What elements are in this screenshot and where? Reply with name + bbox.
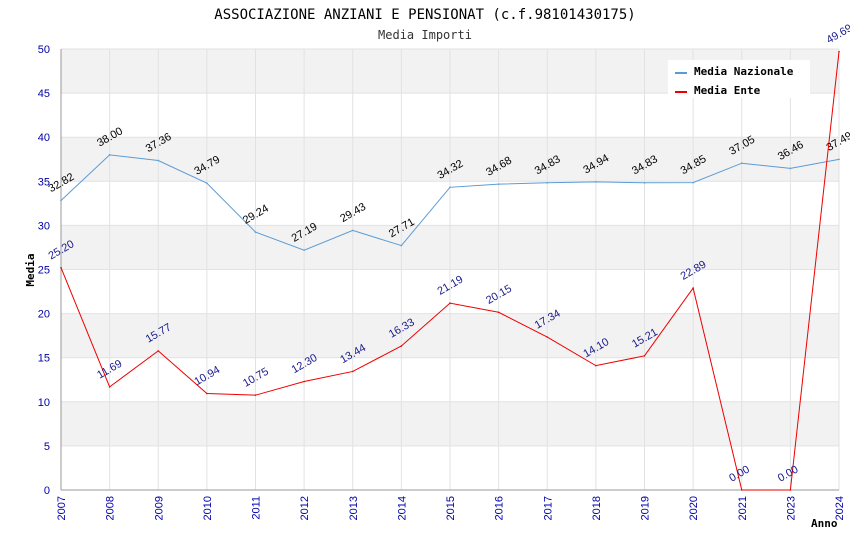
legend: Media Nazionale Media Ente xyxy=(668,60,810,98)
data-point xyxy=(108,386,111,388)
x-tick-label: 2015 xyxy=(445,496,457,520)
x-tick-label: 2018 xyxy=(591,496,603,520)
data-point xyxy=(740,162,743,165)
data-point xyxy=(400,244,403,247)
y-tick-label: 15 xyxy=(38,353,50,365)
data-point xyxy=(60,199,62,202)
data-point xyxy=(206,392,208,395)
x-tick-label: 2020 xyxy=(688,496,700,520)
data-point xyxy=(60,266,62,269)
x-tick-label: 2011 xyxy=(251,496,263,520)
chart-subtitle: Media Importi xyxy=(378,28,472,42)
data-point xyxy=(789,167,792,170)
x-tick-label: 2007 xyxy=(56,496,68,520)
x-tick-label: 2013 xyxy=(348,496,360,520)
data-point xyxy=(497,183,500,185)
data-point xyxy=(595,181,597,183)
data-point xyxy=(254,394,257,396)
x-tick-label: 2010 xyxy=(202,496,214,520)
data-point xyxy=(546,336,549,338)
x-tick-label: 2017 xyxy=(542,496,554,520)
x-tick-label: 2012 xyxy=(299,496,311,520)
x-axis-label: Anno xyxy=(811,517,838,530)
x-tick-label: 2019 xyxy=(640,496,652,520)
data-point xyxy=(351,229,354,232)
data-point xyxy=(254,231,257,233)
data-point xyxy=(692,181,694,184)
data-point xyxy=(497,311,500,314)
y-tick-label: 40 xyxy=(38,132,50,144)
y-tick-label: 50 xyxy=(38,44,50,56)
legend-label-media-ente: Media Ente xyxy=(694,84,761,97)
y-tick-label: 45 xyxy=(38,88,50,100)
data-point xyxy=(838,50,840,53)
chart-title: ASSOCIAZIONE ANZIANI E PENSIONAT (c.f.98… xyxy=(214,7,635,23)
data-point xyxy=(303,380,305,383)
legend-background xyxy=(668,60,810,98)
legend-label-media-nazionale: Media Nazionale xyxy=(694,65,794,78)
data-point xyxy=(449,302,451,304)
y-tick-label: 0 xyxy=(44,485,50,497)
data-point xyxy=(108,154,111,156)
data-point xyxy=(643,181,646,184)
data-point xyxy=(789,489,792,491)
y-tick-label: 10 xyxy=(38,397,50,409)
data-point xyxy=(595,364,597,367)
y-tick-label: 35 xyxy=(38,176,50,188)
y-tick-label: 25 xyxy=(38,265,50,277)
data-point xyxy=(400,345,403,347)
x-tick-label: 2021 xyxy=(737,496,749,520)
data-point xyxy=(692,287,694,289)
x-tick-label: 2024 xyxy=(834,496,846,520)
data-point xyxy=(351,370,354,373)
y-axis-label: Media xyxy=(24,253,37,286)
series-lines xyxy=(60,50,840,491)
x-tick-label: 2016 xyxy=(494,496,506,520)
x-tick-labels: 2007 2008 2009 2010 2011 2012 2013 2014 2015 2016… xyxy=(56,496,846,520)
y-tick-labels: 0 5 10 15 20 25 30 35 40 45 50 xyxy=(38,44,50,497)
data-point xyxy=(838,158,840,161)
data-point xyxy=(546,181,549,184)
data-label: 49.69 xyxy=(825,22,850,46)
y-tick-label: 5 xyxy=(44,441,50,453)
x-tick-label: 2023 xyxy=(785,496,797,520)
y-tick-label: 20 xyxy=(38,309,50,321)
data-point xyxy=(643,355,646,357)
data-point xyxy=(157,350,160,352)
x-tick-label: 2009 xyxy=(153,496,165,520)
data-point xyxy=(303,249,305,251)
y-tick-label: 30 xyxy=(38,220,50,232)
data-point xyxy=(449,186,451,189)
data-point xyxy=(157,159,160,162)
x-tick-label: 2014 xyxy=(396,496,408,520)
x-tick-label: 2008 xyxy=(105,496,117,520)
data-point xyxy=(206,182,208,184)
data-point xyxy=(740,489,743,491)
